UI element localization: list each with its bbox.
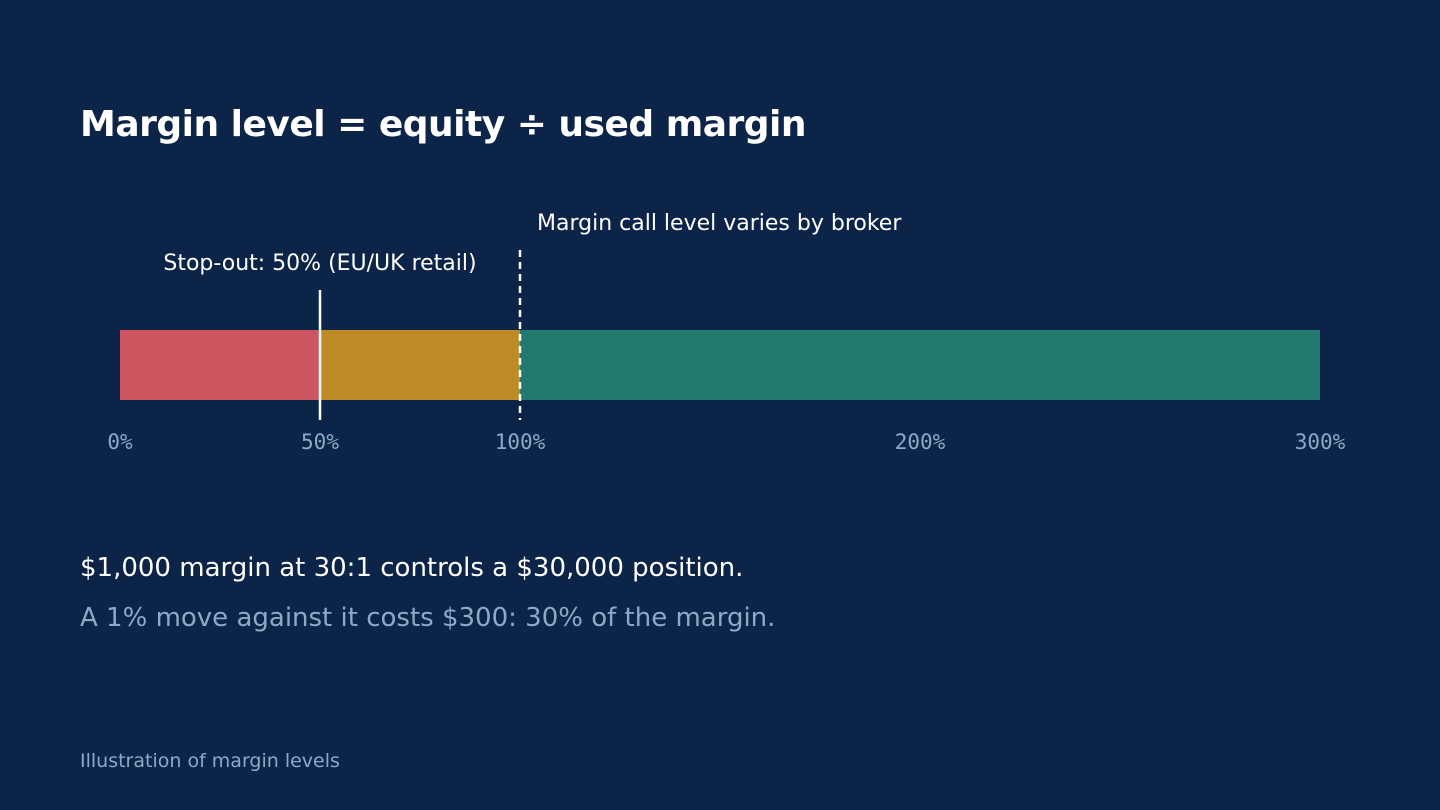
page-title: Margin level = equity ÷ used margin: [80, 104, 806, 145]
explanation-secondary: A 1% move against it costs $300: 30% of …: [80, 603, 776, 633]
stop-out-zone-segment: [120, 330, 320, 400]
margin-level-scale: 0% 50% 100% 200% 300% Stop-out: 50% (EU/UK re…: [107, 211, 1346, 454]
stop-out-marker-label: Stop-out: 50% (EU/UK retail): [163, 251, 476, 276]
figure-caption: Illustration of margin levels: [80, 750, 340, 772]
tick-label: 0%: [107, 430, 133, 454]
safe-zone-segment: [520, 330, 1320, 400]
tick-label: 100%: [495, 430, 546, 454]
explanation-primary: $1,000 margin at 30:1 controls a $30,000…: [80, 553, 744, 583]
margin-call-marker-label: Margin call level varies by broker: [537, 211, 902, 236]
tick-label: 200%: [895, 430, 946, 454]
margin-call-zone-segment: [320, 330, 520, 400]
tick-label: 50%: [301, 430, 339, 454]
tick-label: 300%: [1295, 430, 1346, 454]
